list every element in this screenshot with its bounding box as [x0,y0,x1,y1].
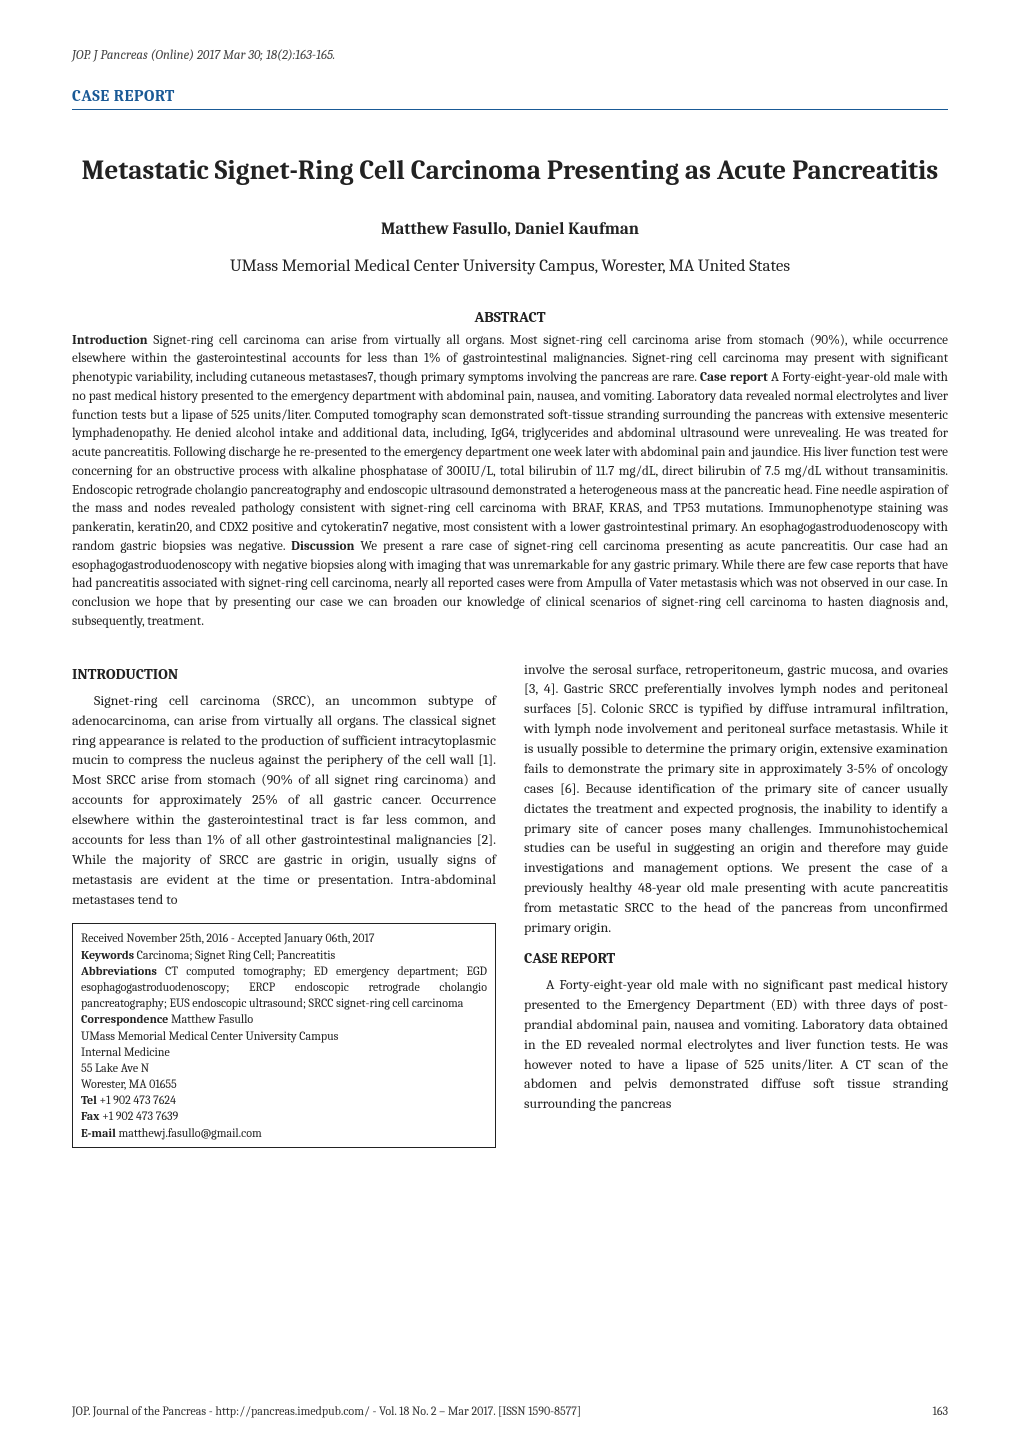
footer-left: JOP. Journal of the Pancreas - http://pa… [72,1404,581,1418]
abstract-disc-label: Discussion [291,539,354,554]
abstract-intro-label: Introduction [72,333,148,348]
introduction-heading: INTRODUCTION [72,664,496,685]
info-addr1: UMass Memorial Medical Center University… [81,1028,487,1044]
info-addr3: 55 Lake Ave N [81,1060,487,1076]
info-fax-label: Fax [81,1109,99,1123]
body-columns: INTRODUCTION Signet-ring cell carcinoma … [72,660,948,1148]
info-corr-text: Matthew Fasullo [168,1012,253,1026]
case-report-heading: CASE REPORT [524,948,948,969]
info-email-label: E-mail [81,1126,116,1140]
info-corr: Correspondence Matthew Fasullo [81,1011,487,1027]
info-keywords-text: Carcinoma; Signet Ring Cell; Pancreatiti… [134,948,335,962]
info-email-text: matthewj.fasullo@gmail.com [116,1126,262,1140]
info-box: Received November 25th, 2016 - Accepted … [72,923,496,1147]
info-keywords-label: Keywords [81,948,134,962]
info-email: E-mail matthewj.fasullo@gmail.com [81,1125,487,1141]
journal-header: JOP. J Pancreas (Online) 2017 Mar 30; 18… [72,48,948,63]
abstract-case-label: Case report [700,370,768,385]
info-tel-text: +1 902 473 7624 [97,1093,176,1107]
introduction-p1: Signet-ring cell carcinoma (SRCC), an un… [72,691,496,910]
introduction-p2: involve the serosal surface, retroperito… [524,660,948,938]
info-tel: Tel +1 902 473 7624 [81,1092,487,1108]
info-addr4: Worester, MA 01655 [81,1076,487,1092]
info-tel-label: Tel [81,1093,97,1107]
info-received: Received November 25th, 2016 - Accepted … [81,930,487,946]
info-fax-text: +1 902 473 7639 [99,1109,178,1123]
abstract-case-text: A Forty-eight-year-old male with no past… [72,370,948,554]
abstract-body: Introduction Signet-ring cell carcinoma … [72,332,948,632]
page-footer: JOP. Journal of the Pancreas - http://pa… [72,1404,948,1418]
info-abbrev-label: Abbreviations [81,964,157,978]
info-fax: Fax +1 902 473 7639 [81,1108,487,1124]
info-addr2: Internal Medicine [81,1044,487,1060]
case-report-label: CASE REPORT [72,87,948,110]
article-title: Metastatic Signet-Ring Cell Carcinoma Pr… [72,154,948,188]
info-abbrev: Abbreviations CT computed tomography; ED… [81,963,487,1012]
info-corr-label: Correspondence [81,1012,168,1026]
affiliation: UMass Memorial Medical Center University… [72,257,948,276]
abstract-label: ABSTRACT [72,308,948,326]
case-report-p1: A Forty-eight-year old male with no sign… [524,975,948,1114]
authors: Matthew Fasullo, Daniel Kaufman [72,220,948,239]
footer-page-number: 163 [932,1404,948,1418]
info-keywords: Keywords Carcinoma; Signet Ring Cell; Pa… [81,947,487,963]
